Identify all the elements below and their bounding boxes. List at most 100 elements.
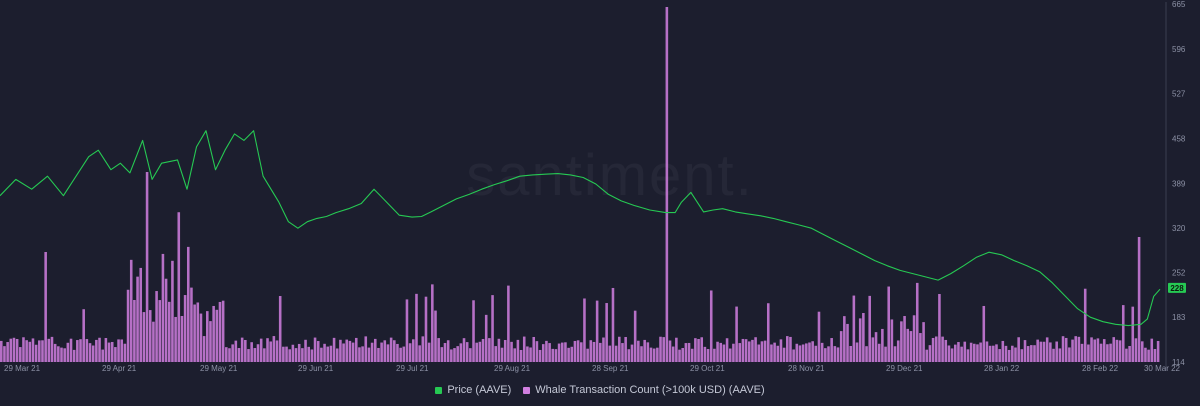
whale-bar [345,339,349,362]
whale-bar [744,339,748,362]
whale-bar [1033,345,1036,362]
whale-bar [253,348,257,362]
legend-label-price: Price (AAVE) [447,384,512,396]
whale-bar [497,338,501,362]
whale-bar [988,345,992,362]
whale-bar [884,346,887,362]
whale-bar [687,342,691,362]
whale-bar [209,321,212,362]
whale-bar [494,346,497,362]
whale-bar [396,343,399,362]
legend-item-whale[interactable]: Whale Transaction Count (>100k USD) (AAV… [523,384,765,396]
whale-bar [741,338,745,362]
whale-bar [573,340,577,362]
whale-bar [450,349,453,362]
price-series-line [0,130,1161,327]
whale-bar [526,346,529,362]
whale-bar [234,340,238,362]
x-tick-label: 29 Apr 21 [102,364,137,373]
whale-bar [152,321,155,362]
whale-bar [703,346,707,362]
whale-bar [478,341,482,362]
whale-bar [456,346,459,362]
whale-bar [874,332,878,363]
whale-bar [1042,341,1046,362]
whale-bar [63,348,66,362]
whale-bar [275,340,279,362]
whale-bar [725,338,729,362]
whale-bar [148,310,152,362]
whale-bar [896,340,900,362]
whale-bar [1121,305,1125,362]
whale-bar [551,348,555,362]
whale-bar [183,295,187,362]
whale-bar [1004,345,1008,362]
y-tick-label: 389 [1172,179,1186,188]
whale-bar [304,339,307,362]
whale-bar [532,336,536,362]
whale-bar [757,344,761,362]
whale-bar [643,339,646,362]
whale-bar [608,345,612,362]
whale-bar [500,347,504,362]
whale-bar [155,291,158,362]
x-tick-label: 28 Feb 22 [1082,364,1119,373]
whale-bar [215,309,219,362]
whale-bar [358,347,361,362]
whale-bar [909,331,913,362]
whale-bar [285,346,288,362]
whale-bar [145,172,149,362]
whale-bar [963,341,967,362]
y-tick-label: 458 [1172,135,1186,144]
whale-bar [944,339,948,362]
whale-bar [887,286,890,362]
whale-bar [402,346,406,362]
whale-bar [1134,338,1138,362]
whale-bar [53,343,57,362]
whale-bar [269,341,272,362]
whale-bar [1102,339,1106,362]
legend-item-price[interactable]: Price (AAVE) [435,384,511,396]
whale-bar [1153,349,1157,362]
whale-bar [117,339,120,362]
whale-bar [282,346,285,362]
whale-bar [665,7,669,362]
whale-bar [592,341,596,362]
whale-bar [1020,349,1024,362]
whale-bar [91,345,95,362]
whale-bar [820,342,824,362]
x-tick-label: 29 May 21 [200,364,238,373]
whale-bar [95,339,98,362]
whale-bar [871,337,875,363]
whale-bar [266,338,269,362]
whale-bar [969,342,973,362]
whale-bar [354,337,358,362]
whale-bar [1030,345,1033,362]
whale-bar [393,340,396,362]
whale-bar [700,337,704,362]
whale-bar [652,348,656,362]
whale-bar [716,341,719,362]
whale-bar [602,337,605,362]
whale-bar [824,348,827,362]
whale-bar [1011,345,1014,362]
whale-bar [941,336,944,362]
whale-bar [1106,344,1109,362]
whale-bar [979,342,982,362]
whale-bar [624,337,627,362]
whale-bar [950,348,954,362]
whale-bar [865,346,868,362]
whale-bar [1026,346,1030,362]
whale-bar [656,347,659,362]
whale-bar [380,342,383,362]
whale-bar [389,337,393,362]
whale-bar [1125,348,1128,362]
whale-bar [1083,288,1087,362]
whale-bar [475,342,478,362]
whale-bar [836,347,840,362]
whale-bar [516,339,520,362]
whale-bar [364,336,368,362]
whale-bar [1144,347,1147,362]
whale-bar [361,346,364,362]
